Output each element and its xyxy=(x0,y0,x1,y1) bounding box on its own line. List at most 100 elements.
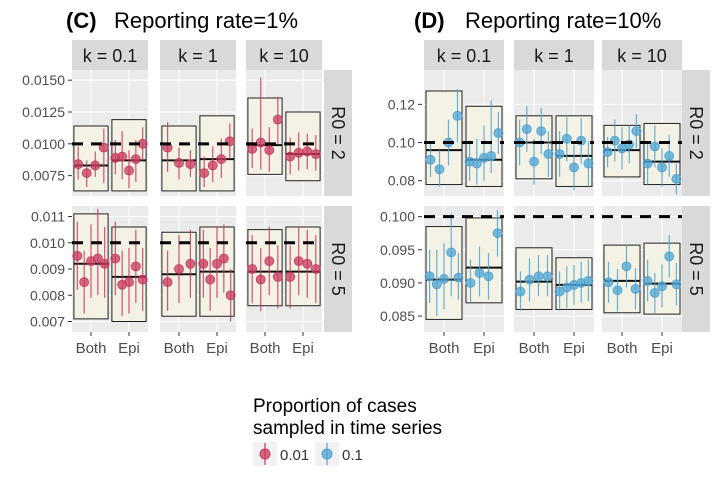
x-tick-label: Both xyxy=(250,340,281,357)
data-point xyxy=(293,256,304,267)
box-epi xyxy=(199,115,235,192)
facet-c-2-1 xyxy=(72,206,148,332)
data-point xyxy=(452,110,463,121)
facet-strip-c-2 xyxy=(160,40,236,70)
y-tick-label-c-2-1: 0.007 xyxy=(30,314,65,330)
facet-strip-d-3 xyxy=(602,40,682,70)
x-tick-label: Both xyxy=(519,340,550,357)
data-point xyxy=(642,276,653,286)
x-tick-label: Epi xyxy=(292,340,314,357)
panel-label-c: (C) xyxy=(66,8,97,33)
data-point xyxy=(671,173,682,184)
y-tick-label-c-1-4: 0.0150 xyxy=(22,72,65,88)
data-point xyxy=(92,253,103,264)
facet-strip-c-1 xyxy=(72,40,148,70)
data-point xyxy=(493,128,504,138)
data-point xyxy=(225,290,236,301)
data-point xyxy=(247,144,258,154)
data-point xyxy=(72,250,83,261)
data-point xyxy=(446,247,457,258)
data-point xyxy=(81,168,92,178)
facet-strip-d-1 xyxy=(424,40,504,70)
facet-c-1-1 xyxy=(72,70,148,196)
data-point xyxy=(471,158,482,169)
chart-panel-d: (D) Reporting rate=10% k = 0.1 k = 1 k = 1… xyxy=(380,8,710,357)
data-point xyxy=(453,272,464,283)
x-tick-label: Epi xyxy=(473,340,495,357)
data-point xyxy=(218,253,229,264)
data-point xyxy=(117,151,128,162)
legend-title-line2: sampled in time series xyxy=(253,418,442,439)
facet-c-1-2 xyxy=(160,70,236,196)
facet-c-2-2 xyxy=(160,206,236,332)
data-point xyxy=(310,149,321,159)
row-strip-d-1 xyxy=(682,70,710,196)
data-point xyxy=(255,137,266,148)
data-point xyxy=(199,168,210,178)
row-strip-label-d-2: R0 = 5 xyxy=(686,242,706,296)
facet-d-2-3 xyxy=(602,206,682,332)
data-point xyxy=(198,258,209,269)
data-point xyxy=(543,149,554,159)
x-tick-label: Both xyxy=(429,340,460,357)
data-point xyxy=(657,281,667,292)
data-point xyxy=(98,142,109,153)
data-point xyxy=(583,276,594,286)
row-strip-d-2 xyxy=(682,206,710,332)
y-tick-label-c-2-3: 0.009 xyxy=(30,261,65,277)
data-point xyxy=(424,271,435,282)
y-tick-label-d-1-2: 0.10 xyxy=(388,135,415,151)
data-point xyxy=(130,261,141,272)
facet-strip-label-d-3: k = 10 xyxy=(617,46,667,66)
data-point xyxy=(79,277,90,288)
facet-strip-label-c-3: k = 10 xyxy=(259,46,309,66)
row-strip-label-c-1: R0 = 2 xyxy=(328,106,348,160)
legend-key-high-point xyxy=(321,448,333,460)
legend-title-line1: Proportion of cases xyxy=(253,396,417,417)
y-tick-label-c-2-5: 0.011 xyxy=(31,209,65,225)
data-point xyxy=(137,274,148,285)
data-point xyxy=(124,277,134,288)
legend-label-high: 0.1 xyxy=(342,447,363,464)
facet-strip-c-3 xyxy=(246,40,322,70)
data-point xyxy=(90,160,101,171)
data-point xyxy=(293,147,304,158)
data-point xyxy=(431,279,442,290)
data-point xyxy=(212,258,222,269)
data-point xyxy=(130,154,141,164)
data-point xyxy=(285,151,296,162)
data-point xyxy=(657,162,667,173)
x-tick-label: Epi xyxy=(651,340,673,357)
x-tick-label: Epi xyxy=(118,340,140,357)
data-point xyxy=(434,164,445,175)
data-point xyxy=(310,264,321,274)
chart-panel-c: (C) Reporting rate=1% k = 0.1 k = 1 k = 10… xyxy=(22,8,352,357)
legend-key-low-point xyxy=(259,448,271,460)
facet-d-2-2 xyxy=(514,206,594,332)
y-tick-label-d-1-3: 0.12 xyxy=(388,96,415,112)
data-point xyxy=(439,274,449,284)
data-point xyxy=(174,264,184,274)
data-point xyxy=(285,271,296,282)
box-both xyxy=(73,125,109,192)
box-epi xyxy=(285,111,321,182)
data-point xyxy=(302,146,313,157)
panel-label-d: (D) xyxy=(414,8,445,33)
data-point xyxy=(612,285,623,296)
data-point xyxy=(524,274,535,285)
facet-strip-label-c-2: k = 1 xyxy=(178,46,218,66)
facet-strip-label-d-2: k = 1 xyxy=(534,46,574,66)
data-point xyxy=(162,277,173,288)
chart-title-d: Reporting rate=10% xyxy=(465,8,661,33)
legend-label-low: 0.01 xyxy=(280,447,309,464)
row-strip-label-d-1: R0 = 2 xyxy=(686,106,706,160)
facet-d-1-1 xyxy=(424,70,504,196)
y-tick-label-c-2-4: 0.010 xyxy=(30,235,65,251)
data-point xyxy=(583,158,594,169)
data-point xyxy=(603,277,614,288)
facet-d-1-3 xyxy=(602,70,682,196)
data-point xyxy=(272,114,283,125)
data-point xyxy=(630,283,641,294)
data-point xyxy=(124,165,134,176)
